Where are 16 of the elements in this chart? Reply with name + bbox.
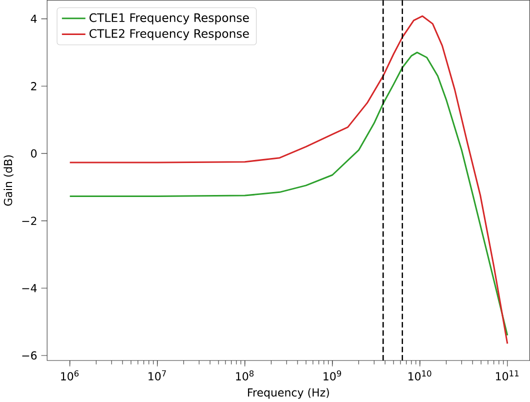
x-tick-label: 10$^{6}$ [61,370,79,380]
y-tick-label: −6 [22,351,37,360]
y-tick-label: −4 [22,284,37,292]
x-tick-label: 10$^{11}$ [496,370,519,380]
legend-label: CTLE1 Frequency Response [90,13,249,24]
legend-label: CTLE2 Frequency Response [90,28,249,40]
y-axis-title: Gain (dB) [4,155,14,206]
x-axis-title: Frequency (Hz) [248,388,329,399]
x-tick-label: 10$^{10}$ [408,370,432,380]
y-tick-label: −2 [22,216,36,225]
y-tick-label: 4 [30,14,37,23]
x-tick-label: 10$^{9}$ [324,370,342,380]
y-tick-label: 2 [31,82,36,90]
y-tick-label: 0 [31,149,37,158]
x-tick-label: 10$^{8}$ [236,370,254,380]
x-tick-label: 10$^{7}$ [148,370,166,380]
